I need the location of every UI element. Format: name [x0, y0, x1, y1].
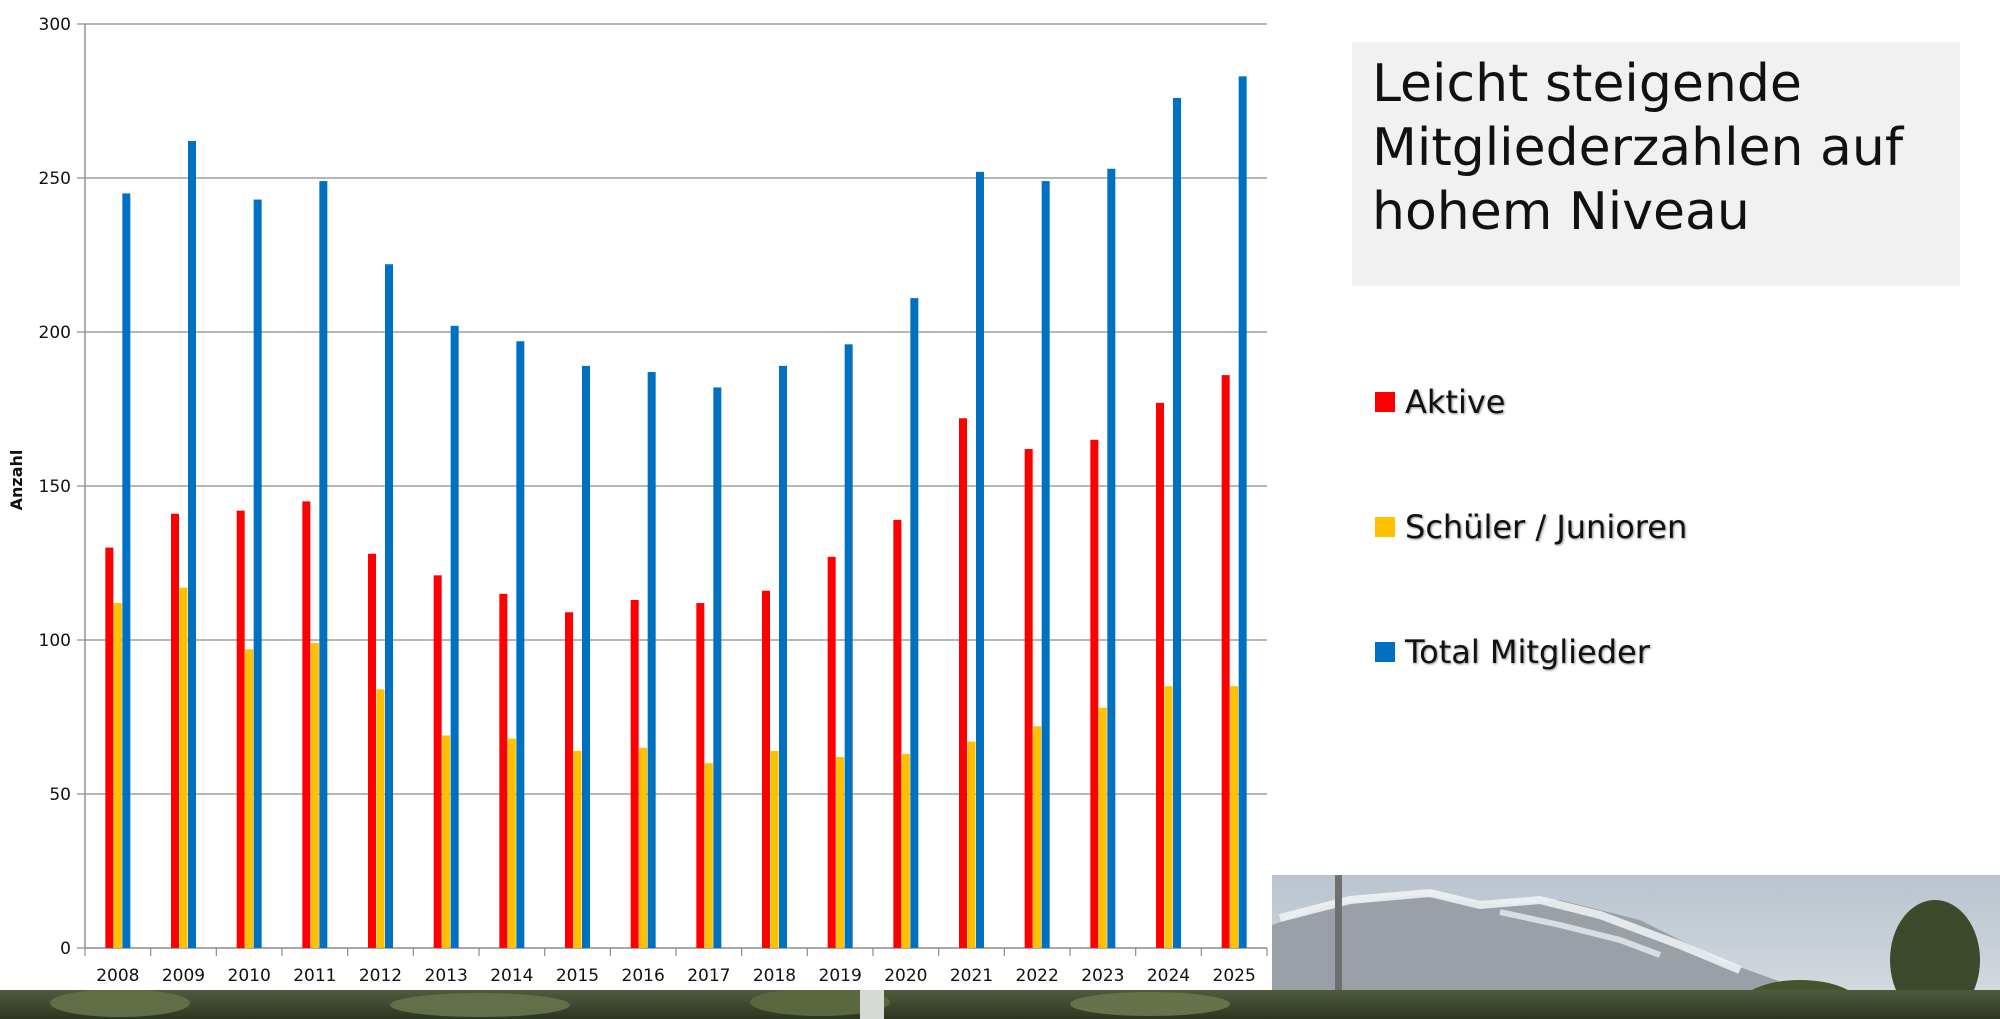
bar-total — [910, 298, 919, 948]
y-axis-label: Anzahl — [7, 450, 26, 511]
bar-schueler — [179, 587, 188, 948]
x-tick-label: 2010 — [228, 966, 271, 986]
bar-schueler — [967, 741, 976, 948]
bar-total — [976, 171, 984, 949]
bar-total — [779, 365, 787, 948]
bar-schueler — [901, 753, 910, 948]
y-tick-label: 200 — [39, 323, 71, 343]
legend-swatch-total — [1375, 642, 1395, 662]
bar-aktive — [762, 590, 770, 948]
x-tick-label: 2015 — [556, 966, 599, 986]
bar-aktive — [105, 547, 114, 948]
legend-item-schueler: Schüler / Junioren — [1375, 508, 1688, 546]
x-tick-label: 2008 — [96, 966, 139, 986]
bar-total — [1041, 181, 1050, 948]
bar-total — [450, 325, 459, 949]
bar-aktive — [1090, 439, 1099, 948]
x-tick-label: 2013 — [425, 966, 468, 986]
bar-schueler — [770, 750, 779, 948]
x-tick-label: 2024 — [1147, 966, 1190, 986]
bar-total — [1107, 168, 1116, 948]
bar-total — [1173, 97, 1181, 949]
bar-aktive — [236, 510, 245, 948]
bar-schueler — [573, 750, 582, 948]
bar-aktive — [171, 513, 179, 948]
y-tick-label: 150 — [39, 477, 71, 497]
legend-label: Total Mitglieder — [1405, 633, 1650, 671]
y-tick-label: 300 — [39, 15, 71, 35]
bar-schueler — [704, 763, 713, 948]
bar-aktive — [1221, 375, 1230, 948]
x-tick-label: 2009 — [162, 966, 205, 986]
bar-total — [844, 344, 853, 948]
x-tick-label: 2011 — [293, 966, 336, 986]
bar-schueler — [1033, 726, 1042, 948]
bar-total — [713, 387, 722, 948]
tick-labels: 0 50 100 150 200 250 300 2008 2009 2010 2011 2012 20… — [39, 15, 1256, 986]
x-tick-label: 2019 — [819, 966, 862, 986]
bar-total — [385, 264, 393, 948]
bar-total — [1238, 76, 1247, 949]
x-tick-label: 2020 — [884, 966, 927, 986]
bar-chart: 0 50 100 150 200 250 300 2008 2009 2010 2011 2012 20… — [7, 15, 1268, 986]
y-tick-label: 250 — [39, 169, 71, 189]
legend-swatch-schueler — [1375, 517, 1395, 537]
bar-schueler — [245, 649, 254, 948]
bar-schueler — [639, 747, 648, 948]
y-tick-label: 0 — [60, 939, 71, 959]
page-title: Leicht steigende Mitgliederzahlen auf ho… — [1372, 54, 1904, 242]
legend-item-aktive: Aktive — [1375, 383, 1687, 421]
bar-total — [253, 199, 262, 948]
x-tick-label: 2021 — [950, 966, 993, 986]
legend: Aktive Schüler / Junioren Total Mitglied… — [1375, 383, 1688, 760]
bar-aktive — [565, 612, 573, 948]
bar-schueler — [507, 738, 516, 948]
bar-aktive — [433, 575, 442, 948]
bar-total — [122, 193, 131, 948]
bar-aktive — [696, 603, 705, 948]
bar-total — [582, 365, 590, 948]
x-tick-label: 2018 — [753, 966, 796, 986]
bar-aktive — [302, 501, 311, 948]
legend-item-total: Total Mitglieder — [1375, 633, 1687, 671]
bars — [105, 76, 1247, 949]
bar-total — [647, 372, 656, 948]
x-tick-label: 2022 — [1016, 966, 1059, 986]
x-tick-label: 2023 — [1081, 966, 1124, 986]
legend-swatch-aktive — [1375, 392, 1395, 412]
bar-aktive — [827, 556, 836, 948]
bar-aktive — [959, 418, 967, 948]
bar-schueler — [1164, 686, 1173, 948]
legend-label: Aktive — [1405, 383, 1506, 421]
title-box: Leicht steigende Mitgliederzahlen auf ho… — [1352, 42, 1960, 286]
x-tick-label: 2016 — [622, 966, 665, 986]
bar-aktive — [1024, 449, 1033, 948]
bar-schueler — [442, 735, 451, 948]
x-tick-label: 2025 — [1213, 966, 1256, 986]
x-tick-label: 2012 — [359, 966, 402, 986]
bar-schueler — [376, 689, 385, 948]
bar-aktive — [368, 553, 376, 948]
axes — [77, 23, 1268, 956]
bar-aktive — [1156, 402, 1164, 949]
x-tick-label: 2014 — [490, 966, 533, 986]
bar-aktive — [499, 593, 508, 948]
gridlines — [85, 23, 1267, 795]
bar-schueler — [1230, 686, 1239, 948]
legend-label: Schüler / Junioren — [1405, 508, 1688, 546]
bar-schueler — [310, 643, 319, 948]
x-tick-label: 2017 — [687, 966, 730, 986]
bar-schueler — [113, 603, 122, 948]
y-tick-label: 100 — [39, 631, 71, 651]
bar-aktive — [630, 599, 639, 948]
bar-total — [516, 341, 525, 948]
bar-total — [188, 141, 196, 949]
y-tick-label: 50 — [49, 785, 71, 805]
bar-schueler — [1098, 707, 1107, 948]
bar-schueler — [836, 757, 845, 948]
bar-total — [319, 181, 328, 948]
bar-aktive — [893, 519, 902, 948]
